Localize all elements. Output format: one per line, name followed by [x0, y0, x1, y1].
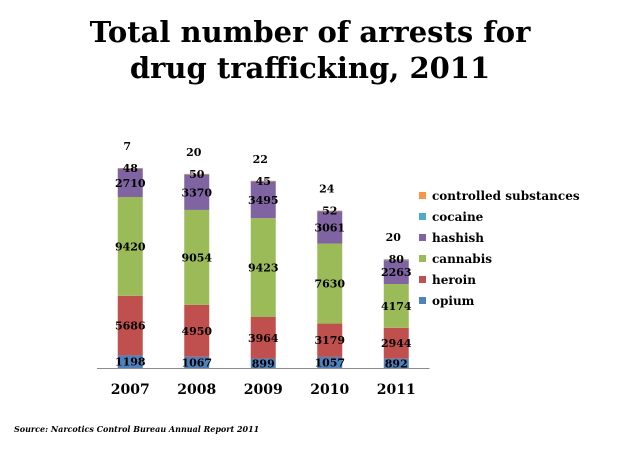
- bar-opium-2010: [317, 356, 343, 368]
- bar-heroin-2007: [117, 295, 143, 356]
- data-label-heroin-2007: 5686: [115, 320, 146, 333]
- data-label-controlled-substances-2008: 20: [186, 146, 202, 159]
- data-label-opium-2011: 892: [385, 357, 408, 370]
- legend-swatch-cannabis: [419, 255, 426, 262]
- legend-label-heroin: heroin: [432, 273, 476, 287]
- bar-hashish-2010: [317, 211, 343, 244]
- data-label-heroin-2011: 2944: [381, 337, 412, 350]
- legend-swatch-opium: [419, 297, 426, 304]
- data-label-cannabis-2007: 9420: [115, 240, 146, 253]
- legend-label-cannabis: cannabis: [432, 252, 492, 266]
- bar-heroin-2009: [250, 316, 276, 359]
- data-label-cocaine-2011: 80: [389, 253, 405, 266]
- legend-swatch-controlled-substances: [419, 192, 426, 199]
- bar-cannabis-2010: [317, 243, 343, 324]
- data-label-opium-2009: 899: [252, 357, 275, 370]
- x-tick-label-2009: 2009: [244, 382, 283, 398]
- bar-cannabis-2011: [383, 283, 409, 328]
- data-label-hashish-2009: 3495: [248, 194, 279, 207]
- data-label-cannabis-2008: 9054: [181, 251, 212, 264]
- chart-title-line-2: drug trafficking, 2011: [129, 51, 491, 85]
- data-label-heroin-2010: 3179: [314, 334, 345, 347]
- data-label-hashish-2007: 2710: [115, 177, 146, 190]
- bar-controlled-substances-2007: [117, 168, 143, 169]
- legend-swatch-heroin: [419, 276, 426, 283]
- bar-opium-2008: [184, 356, 210, 368]
- bar-heroin-2011: [383, 327, 409, 359]
- bar-hashish-2008: [184, 174, 210, 210]
- legend-label-cocaine: cocaine: [432, 210, 484, 224]
- bar-opium-2009: [250, 358, 276, 368]
- data-label-opium-2008: 1067: [181, 356, 212, 369]
- bar-hashish-2011: [383, 260, 409, 284]
- data-label-cocaine-2008: 50: [189, 168, 205, 181]
- data-label-cocaine-2007: 48: [123, 162, 139, 175]
- bar-opium-2011: [383, 358, 409, 368]
- data-label-hashish-2010: 3061: [314, 221, 345, 234]
- data-label-controlled-substances-2011: 20: [386, 231, 402, 244]
- bar-heroin-2010: [317, 323, 343, 357]
- data-label-hashish-2011: 2263: [381, 266, 412, 279]
- legend-swatch-cocaine: [419, 213, 426, 220]
- source-note: Source: Narcotics Control Bureau Annual …: [14, 424, 260, 434]
- bar-cocaine-2011: [383, 259, 409, 261]
- bar-controlled-substances-2010: [317, 210, 343, 212]
- bar-hashish-2007: [117, 168, 143, 197]
- data-label-cocaine-2010: 52: [322, 205, 337, 218]
- legend-label-opium: opium: [432, 294, 475, 308]
- data-label-heroin-2008: 4950: [181, 325, 212, 338]
- bar-controlled-substances-2009: [250, 180, 276, 182]
- bar-controlled-substances-2008: [184, 173, 210, 175]
- data-label-hashish-2008: 3370: [181, 186, 212, 199]
- data-label-cannabis-2010: 7630: [314, 278, 345, 291]
- bar-opium-2007: [117, 355, 143, 368]
- x-tick-label-2008: 2008: [177, 382, 216, 398]
- bar-cannabis-2009: [250, 218, 276, 317]
- data-label-controlled-substances-2007: 7: [123, 140, 131, 153]
- chart-title: Total number of arrests for drug traffic…: [0, 14, 620, 86]
- data-label-opium-2007: 1198: [115, 356, 146, 369]
- legend-label-controlled-substances: controlled substances: [432, 189, 580, 203]
- data-label-controlled-substances-2010: 24: [319, 183, 335, 196]
- data-label-opium-2010: 1057: [314, 356, 345, 369]
- chart-title-line-1: Total number of arrests for: [89, 15, 531, 49]
- x-tick-label-2011: 2011: [377, 382, 416, 398]
- bar-cannabis-2008: [184, 209, 210, 305]
- data-label-controlled-substances-2009: 22: [253, 153, 268, 166]
- bar-cannabis-2007: [117, 196, 143, 296]
- legend-swatch-hashish: [419, 234, 426, 241]
- legend-label-hashish: hashish: [432, 231, 484, 245]
- bar-heroin-2008: [184, 304, 210, 357]
- x-tick-label-2007: 2007: [111, 382, 150, 398]
- data-label-cannabis-2011: 4174: [381, 300, 412, 313]
- x-tick-label-2010: 2010: [310, 382, 349, 398]
- data-label-heroin-2009: 3964: [248, 332, 279, 345]
- bar-controlled-substances-2011: [383, 259, 409, 260]
- data-label-cannabis-2009: 9423: [248, 262, 279, 275]
- data-label-cocaine-2009: 45: [256, 175, 271, 188]
- bar-hashish-2009: [250, 181, 276, 219]
